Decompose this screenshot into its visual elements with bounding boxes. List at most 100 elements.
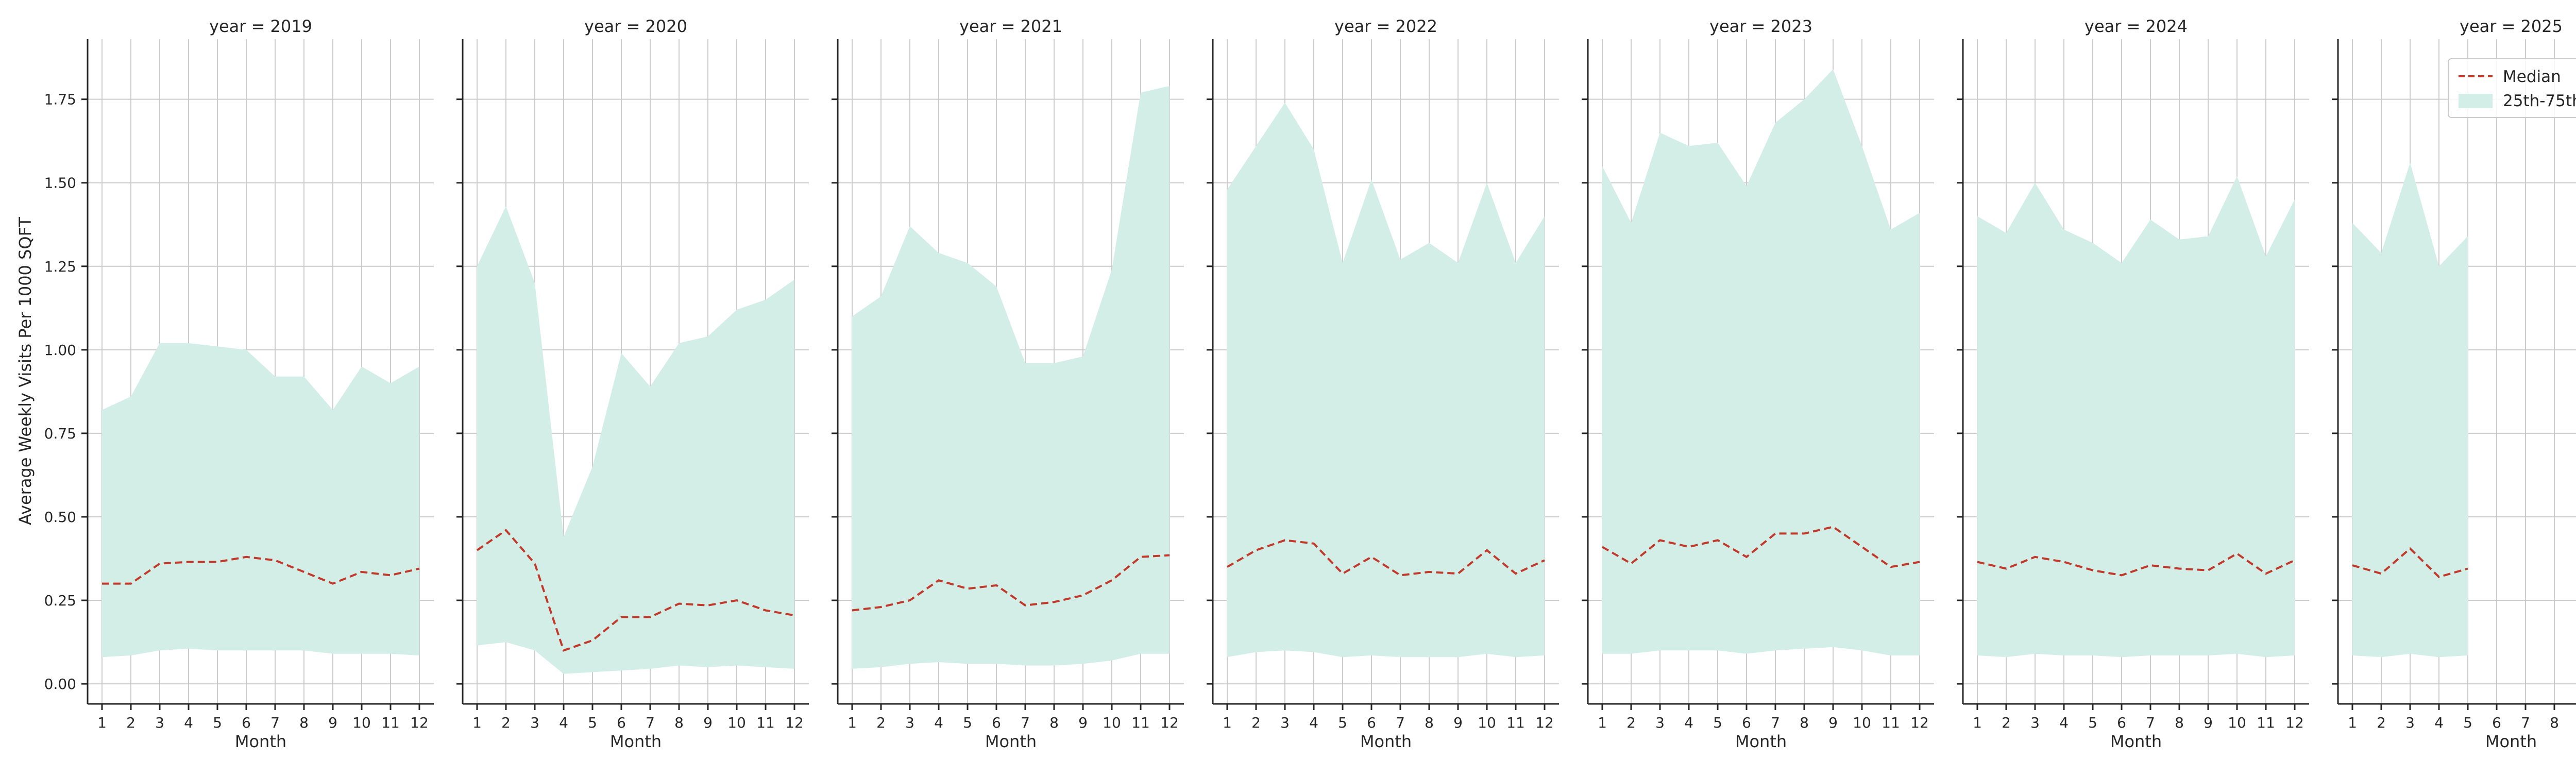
facet-title: year = 2025 [2460, 16, 2563, 36]
x-tick-label: 2 [1251, 714, 1261, 731]
x-tick-label: 9 [1828, 714, 1838, 731]
x-tick-label: 5 [1338, 714, 1347, 731]
x-tick-label: 7 [2521, 714, 2530, 731]
x-tick-label: 3 [155, 714, 164, 731]
x-tick-label: 4 [1309, 714, 1318, 731]
x-tick-label: 8 [674, 714, 684, 731]
y-tick-label: 1.25 [44, 258, 76, 275]
x-tick-label: 6 [992, 714, 1001, 731]
x-tick-label: 4 [1684, 714, 1693, 731]
legend-median-label: Median [2503, 68, 2561, 86]
median-line-2024 [1977, 552, 2295, 577]
x-tick-label: 8 [1800, 714, 1809, 731]
x-tick-label: 12 [785, 714, 804, 731]
x-tick-label: 7 [1396, 714, 1405, 731]
median-line-2025 [2352, 547, 2468, 578]
x-tick-label: 12 [2285, 714, 2304, 731]
x-tick-label: 6 [1742, 714, 1751, 731]
median-line-2022 [1226, 539, 1545, 577]
x-tick-label: 3 [2405, 714, 2415, 731]
percentile-band-2025 [2352, 162, 2468, 658]
percentile-band-2022 [1227, 103, 1545, 658]
x-tick-label: 8 [2175, 714, 2184, 731]
x-tick-label: 1 [97, 714, 107, 731]
y-tick-label: 1.75 [44, 91, 76, 108]
x-tick-label: 5 [2088, 714, 2097, 731]
x-tick-label: 7 [646, 714, 655, 731]
y-axis-label: Average Weekly Visits Per 1000 SQFT [15, 217, 35, 525]
x-tick-label: 11 [1506, 714, 1525, 731]
x-tick-label: 6 [2117, 714, 2126, 731]
x-tick-label: 2 [2377, 714, 2386, 731]
x-axis-label: Month [1360, 732, 1412, 751]
x-tick-label: 10 [2228, 714, 2246, 731]
x-tick-label: 2 [126, 714, 135, 731]
x-tick-label: 11 [2257, 714, 2275, 731]
y-tick-label: 1.00 [44, 342, 76, 359]
x-tick-label: 7 [1021, 714, 1030, 731]
median-line-2023 [1601, 526, 1920, 568]
x-tick-label: 11 [1882, 714, 1900, 731]
median-line-2019 [102, 555, 420, 585]
x-tick-label: 4 [2434, 714, 2444, 731]
x-tick-label: 4 [184, 714, 193, 731]
x-tick-label: 5 [963, 714, 972, 731]
x-axis-label: Month [235, 732, 286, 751]
facet-panels: 0.000.250.500.751.001.251.501.751 2 3 4 5 6 7 8… [44, 16, 2576, 751]
x-tick-label: 3 [2030, 714, 2040, 731]
x-tick-label: 2 [501, 714, 511, 731]
x-tick-label: 12 [1160, 714, 1179, 731]
x-tick-label: 12 [410, 714, 429, 731]
x-tick-label: 11 [381, 714, 400, 731]
x-tick-label: 3 [905, 714, 914, 731]
legend-band-swatch [2459, 94, 2493, 108]
x-axis-label: Month [2485, 732, 2537, 751]
y-tick-label: 1.50 [44, 175, 76, 192]
x-tick-label: 4 [559, 714, 568, 731]
x-axis-label: Month [1735, 732, 1787, 751]
x-tick-label: 3 [530, 714, 539, 731]
x-tick-label: 9 [328, 714, 337, 731]
x-tick-label: 4 [934, 714, 943, 731]
x-tick-label: 10 [352, 714, 371, 731]
x-tick-label: 1 [2348, 714, 2357, 731]
x-tick-label: 5 [213, 714, 222, 731]
y-tick-label: 0.25 [44, 592, 76, 609]
legend-band-label: 25th-75th Percentile [2503, 92, 2576, 110]
facet-title: year = 2023 [1709, 16, 1812, 36]
x-tick-label: 11 [756, 714, 775, 731]
median-line-2020 [476, 529, 795, 652]
x-axis-label: Month [985, 732, 1037, 751]
x-tick-label: 3 [1655, 714, 1665, 731]
x-tick-label: 1 [472, 714, 482, 731]
x-tick-label: 8 [1425, 714, 1434, 731]
legend: Median 25th-75th Percentile [2448, 58, 2576, 118]
facet-title: year = 2022 [1334, 16, 1437, 36]
x-tick-label: 11 [1131, 714, 1150, 731]
x-tick-label: 10 [1478, 714, 1496, 731]
x-tick-label: 12 [1910, 714, 1929, 731]
y-tick-label: 0.75 [44, 425, 76, 442]
x-axis-label: Month [610, 732, 662, 751]
median-line-2021 [852, 554, 1170, 612]
x-tick-label: 10 [727, 714, 746, 731]
x-tick-label: 5 [588, 714, 597, 731]
percentile-band-2024 [1977, 176, 2295, 658]
x-tick-label: 1 [1598, 714, 1607, 731]
x-tick-label: 8 [299, 714, 309, 731]
x-tick-label: 4 [2059, 714, 2069, 731]
x-tick-label: 12 [1535, 714, 1554, 731]
x-tick-label: 6 [242, 714, 251, 731]
x-axis-label: Month [2110, 732, 2162, 751]
facet-title: year = 2024 [2084, 16, 2188, 36]
percentile-band-2020 [477, 206, 794, 674]
x-tick-label: 5 [1713, 714, 1722, 731]
percentile-band-2019 [102, 343, 419, 658]
